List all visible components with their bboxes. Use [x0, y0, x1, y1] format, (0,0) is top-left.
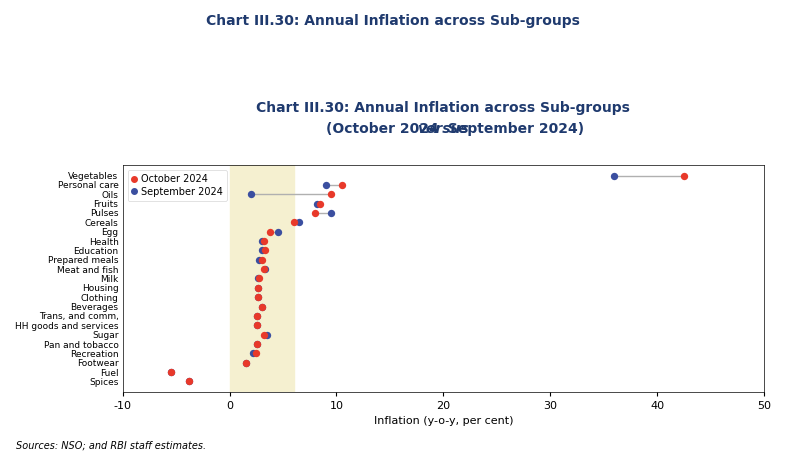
- Point: [182, 378, 195, 385]
- Text: Chart III.30: Annual Inflation across Sub-groups: Chart III.30: Annual Inflation across Su…: [256, 101, 630, 116]
- Point: [271, 228, 284, 235]
- Point: [264, 228, 277, 235]
- Point: [255, 238, 268, 245]
- Text: versus: versus: [417, 122, 469, 136]
- Point: [288, 219, 300, 226]
- Point: [255, 256, 268, 263]
- Point: [251, 340, 263, 348]
- Point: [239, 359, 252, 366]
- Point: [252, 275, 265, 282]
- Point: [258, 266, 270, 273]
- Point: [252, 293, 265, 301]
- Point: [259, 247, 271, 254]
- Point: [251, 322, 263, 329]
- Point: [678, 172, 690, 179]
- Point: [258, 331, 270, 339]
- Point: [182, 378, 195, 385]
- Point: [252, 284, 265, 292]
- Bar: [230, 165, 294, 392]
- Text: (October 2024: (October 2024: [325, 122, 443, 136]
- Point: [251, 312, 263, 319]
- Point: [261, 331, 274, 339]
- Point: [252, 284, 265, 292]
- Point: [255, 303, 268, 310]
- Point: [250, 350, 263, 357]
- Point: [325, 209, 337, 217]
- Point: [253, 256, 266, 263]
- Text: (October 2024 — September 2024): (October 2024 — September 2024): [257, 46, 529, 60]
- Point: [325, 191, 337, 198]
- Point: [314, 200, 327, 207]
- Point: [164, 369, 177, 376]
- Point: [244, 191, 257, 198]
- Point: [251, 322, 263, 329]
- Point: [255, 303, 268, 310]
- Point: [311, 200, 324, 207]
- Point: [336, 181, 348, 188]
- Legend: October 2024, September 2024: October 2024, September 2024: [127, 170, 227, 201]
- Point: [259, 266, 271, 273]
- X-axis label: Inflation (y-o-y, per cent): Inflation (y-o-y, per cent): [373, 416, 513, 426]
- Point: [252, 293, 265, 301]
- Point: [309, 209, 321, 217]
- Text: September 2024): September 2024): [443, 122, 585, 136]
- Point: [251, 312, 263, 319]
- Point: [239, 359, 252, 366]
- Point: [251, 340, 263, 348]
- Point: [253, 275, 266, 282]
- Point: [164, 369, 177, 376]
- Text: Chart III.30: Annual Inflation across Sub-groups: Chart III.30: Annual Inflation across Su…: [206, 14, 580, 28]
- Point: [608, 172, 621, 179]
- Point: [255, 247, 268, 254]
- Text: Sources: NSO; and RBI staff estimates.: Sources: NSO; and RBI staff estimates.: [16, 440, 206, 450]
- Point: [258, 238, 270, 245]
- Point: [292, 219, 305, 226]
- Point: [247, 350, 259, 357]
- Point: [319, 181, 332, 188]
